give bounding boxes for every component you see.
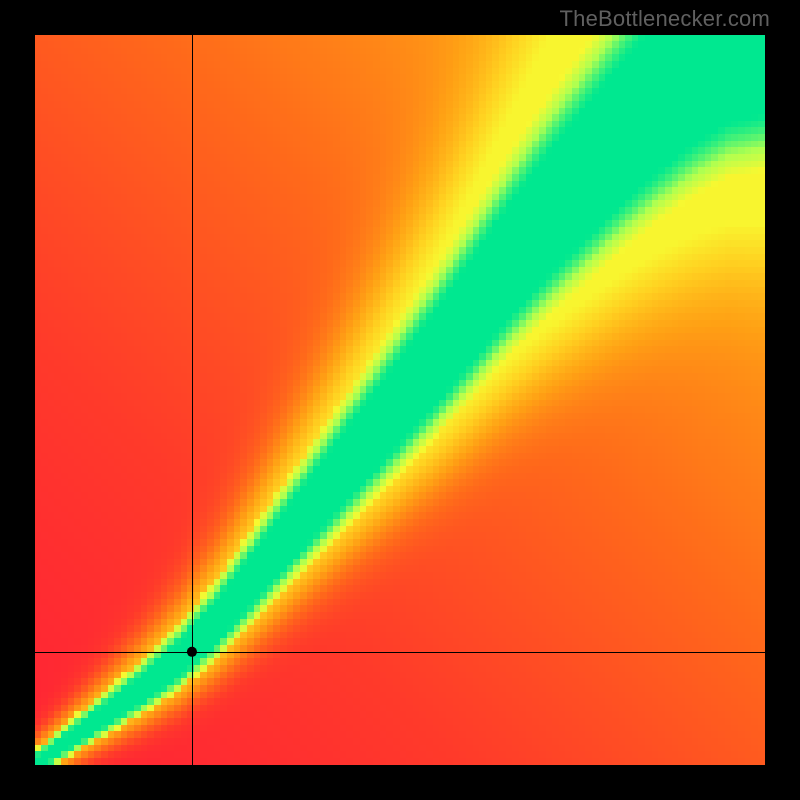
watermark-text: TheBottlenecker.com	[560, 6, 770, 32]
chart-container: TheBottlenecker.com	[0, 0, 800, 800]
heatmap-canvas	[35, 35, 765, 765]
heatmap-plot	[35, 35, 765, 765]
